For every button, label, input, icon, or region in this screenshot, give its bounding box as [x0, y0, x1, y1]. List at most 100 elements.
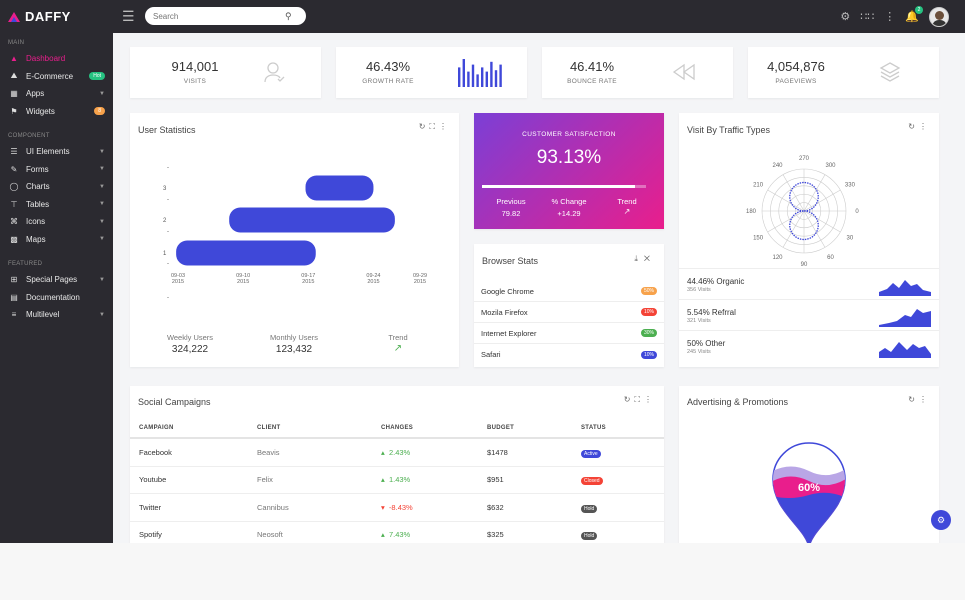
fullscreen-icon[interactable]: ⛶	[634, 395, 644, 404]
list-item: Internet Explorer 30%	[474, 323, 664, 344]
basket-icon: ⛰	[10, 71, 18, 81]
refresh-icon[interactable]: ↻	[623, 395, 635, 404]
list-item: Mozila Firefox 10%	[474, 302, 664, 323]
traffic-visits: 245 Visits	[687, 349, 711, 355]
x-tick-year: 2015	[414, 279, 426, 285]
trending-up-icon: ↗	[623, 207, 631, 216]
stat-value: 46.43%	[365, 59, 411, 74]
fullscreen-icon[interactable]: ⛶	[429, 122, 439, 131]
traffic-visits: 321 Visits	[687, 318, 711, 324]
more-vert-icon[interactable]: ⋮	[439, 122, 451, 131]
x-tick-label: 09-10	[236, 273, 250, 279]
browser-name: Google Chrome	[481, 286, 534, 296]
polar-spoke	[782, 174, 805, 212]
status-badge: Hold	[581, 532, 598, 541]
sidebar-item-documentation[interactable]: ▤ Documentation	[0, 289, 113, 307]
apps-grid-icon[interactable]: ∷∷	[860, 11, 875, 23]
column-header[interactable]: CAMPAIGN	[139, 424, 174, 431]
traffic-visits: 356 Visits	[687, 287, 711, 293]
weekly-users: Weekly Users 324,222	[130, 333, 250, 355]
chevron-down-icon: ▼	[99, 90, 105, 97]
y-tick-mark: -	[167, 295, 169, 301]
sidebar-item-dashboard[interactable]: ▲ Dashboard	[0, 50, 113, 68]
polar-angle-label: 210	[753, 183, 764, 189]
stat-card-visits: 914,001 VISITS	[130, 47, 321, 98]
sidebar-item-forms[interactable]: ✎ Forms ▼	[0, 161, 113, 179]
search-icon[interactable]: ⚲	[285, 10, 292, 21]
satisfaction-card: CUSTOMER SATISFACTION 93.13% Previous 79.…	[474, 113, 664, 229]
close-icon[interactable]: ✕	[643, 254, 656, 263]
refresh-icon[interactable]: ↻	[908, 122, 919, 131]
budget-value: $325	[487, 530, 504, 540]
browser-stats-card: Browser Stats ⤓✕ Google Chrome 50% Mozila…	[474, 244, 664, 367]
stat-value: +14.29	[557, 209, 581, 218]
card-title: CUSTOMER SATISFACTION	[522, 131, 616, 138]
column-header[interactable]: BUDGET	[487, 424, 515, 431]
browser-name: Mozila Firefox	[481, 307, 528, 317]
trending-up-icon: ↗	[393, 343, 403, 354]
polar-angle-label: 30	[847, 236, 854, 242]
column-header[interactable]: CLIENT	[257, 424, 281, 431]
table-row[interactable]: Facebook Beavis ▴ 2.43% $1478 Active	[130, 439, 664, 467]
stat-value: 914,001	[171, 59, 219, 74]
download-icon[interactable]: ⤓	[634, 254, 644, 263]
user-statistics-chart: 123-----09-03201509-10201509-17201509-24…	[163, 165, 427, 301]
stat-value: 79.82	[501, 209, 521, 218]
brand[interactable]: DAFFY	[0, 0, 114, 33]
card-tools: ⤓✕	[634, 254, 656, 264]
bell-icon: 🔔	[905, 11, 919, 23]
table-row[interactable]: Youtube Felix ▴ 1.43% $951 Closed	[130, 467, 664, 494]
table-row[interactable]: Twitter Cannibus ▾ -8.43% $632 Hold	[130, 494, 664, 522]
refresh-icon[interactable]: ↻	[908, 395, 919, 404]
percent-badge: 50%	[640, 287, 657, 295]
sidebar-item-maps[interactable]: ▩ Maps ▼	[0, 231, 113, 249]
notification-button[interactable]: 🔔 2	[905, 6, 923, 23]
sidebar-item-apps[interactable]: ▦ Apps ▼	[0, 85, 113, 103]
sidebar-item-label: UI Elements	[26, 147, 70, 157]
stat-label: Previous	[496, 197, 526, 206]
traffic-row-referral: 5.54% Refrral 321 Visits	[679, 299, 939, 330]
other-sparkline	[879, 342, 931, 358]
growth-bar	[476, 74, 479, 87]
satisfaction-progress-fill	[482, 185, 635, 188]
table-row[interactable]: Spotify Neosoft ▴ 7.43% $325 Hold	[130, 522, 664, 544]
y-tick-mark: -	[167, 197, 169, 203]
settings-fab[interactable]: ⚙	[931, 510, 951, 530]
more-vert-icon[interactable]: ⋮	[919, 395, 931, 404]
polar-angle-label: 0	[855, 209, 859, 215]
crop-icon: ⌘	[10, 217, 18, 227]
sidebar-item-tables[interactable]: ⊤ Tables ▼	[0, 196, 113, 214]
y-tick-label: 1	[163, 251, 167, 257]
chevron-down-icon: ▼	[99, 183, 105, 190]
growth-bar	[485, 71, 488, 87]
range-bar	[229, 207, 395, 233]
sidebar-item-multilevel[interactable]: ≡ Multilevel ▼	[0, 306, 113, 324]
range-bar	[305, 175, 374, 201]
refresh-icon[interactable]: ↻	[418, 122, 430, 131]
status-badge: Active	[581, 449, 601, 458]
campaign-name: Spotify	[139, 530, 162, 540]
sidebar-item-label: Forms	[26, 164, 49, 174]
sidebar-item-charts[interactable]: ◯ Charts ▼	[0, 178, 113, 196]
column-header[interactable]: STATUS	[581, 424, 606, 431]
traffic-value: 44.46% Organic	[687, 277, 745, 286]
column-header[interactable]: CHANGES	[381, 424, 414, 431]
sidebar-item-ui-elements[interactable]: ☰ UI Elements ▼	[0, 143, 113, 161]
settings-icon[interactable]: ⚙	[840, 11, 851, 23]
layers-icon: ☰	[10, 147, 18, 157]
avatar[interactable]	[929, 6, 949, 27]
more-vert-icon[interactable]: ⋮	[644, 395, 656, 404]
sidebar-item-widgets[interactable]: ⚑ Widgets 8	[0, 103, 113, 121]
sidebar-item-ecommerce[interactable]: ⛰ E-Commerce Hot	[0, 68, 113, 86]
growth-bar	[462, 59, 465, 87]
sidebar-item-icons[interactable]: ⌘ Icons ▼	[0, 213, 113, 231]
stat-card-pageviews: 4,054,876 PAGEVIEWS	[748, 47, 939, 98]
search-input[interactable]	[153, 11, 285, 21]
more-vert-icon[interactable]: ⋮	[919, 122, 931, 131]
menu-icon[interactable]: ☰	[122, 8, 135, 24]
polar-angle-label: 150	[753, 236, 764, 242]
list-item: Safari 10%	[474, 344, 664, 365]
sidebar-item-special-pages[interactable]: ⊞ Special Pages ▼	[0, 271, 113, 289]
campaign-name: Twitter	[139, 502, 162, 512]
more-vert-icon[interactable]: ⋮	[884, 11, 896, 23]
